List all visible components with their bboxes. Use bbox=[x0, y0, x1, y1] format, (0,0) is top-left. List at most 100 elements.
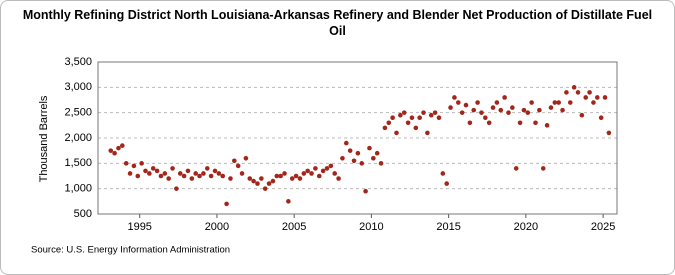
point bbox=[193, 171, 198, 176]
point bbox=[459, 110, 465, 115]
point bbox=[498, 107, 504, 113]
point bbox=[131, 163, 137, 169]
point bbox=[224, 201, 229, 207]
point bbox=[537, 107, 542, 113]
point bbox=[351, 158, 357, 164]
point bbox=[340, 155, 345, 161]
point bbox=[316, 173, 322, 179]
y-tick-label: 1,500 bbox=[64, 157, 92, 169]
point bbox=[282, 171, 287, 176]
point bbox=[259, 176, 264, 181]
point bbox=[154, 168, 160, 174]
point bbox=[525, 110, 531, 115]
point bbox=[394, 130, 399, 136]
point bbox=[143, 168, 148, 174]
point bbox=[228, 176, 233, 181]
point bbox=[235, 163, 241, 169]
point bbox=[463, 102, 469, 108]
point bbox=[177, 171, 183, 176]
x-tick-label: 2025 bbox=[591, 221, 615, 233]
point bbox=[398, 112, 403, 118]
y-tick-label: 3,000 bbox=[64, 81, 92, 93]
point bbox=[374, 150, 380, 156]
point bbox=[452, 95, 457, 100]
point bbox=[556, 100, 561, 105]
point bbox=[305, 168, 310, 174]
point bbox=[120, 143, 125, 148]
point bbox=[367, 145, 372, 151]
point bbox=[162, 171, 168, 176]
point bbox=[355, 150, 361, 156]
point bbox=[262, 186, 268, 191]
point bbox=[606, 130, 612, 136]
x-tick-label: 2000 bbox=[205, 221, 229, 233]
point bbox=[274, 173, 280, 179]
point bbox=[401, 110, 407, 115]
point bbox=[201, 171, 206, 176]
point bbox=[378, 161, 384, 166]
point bbox=[571, 85, 577, 90]
point bbox=[344, 140, 349, 146]
point bbox=[135, 173, 141, 179]
y-axis-label: Thousand Barrels bbox=[38, 95, 50, 182]
point bbox=[174, 186, 179, 191]
point bbox=[533, 120, 538, 126]
point bbox=[432, 110, 438, 115]
point bbox=[371, 155, 376, 161]
point bbox=[147, 171, 152, 176]
point bbox=[208, 173, 214, 179]
point bbox=[347, 148, 353, 153]
point bbox=[591, 100, 596, 105]
point bbox=[548, 105, 554, 110]
point bbox=[204, 166, 210, 171]
point bbox=[320, 168, 326, 174]
source-note: Source: U.S. Energy Information Administ… bbox=[31, 245, 230, 256]
point bbox=[216, 171, 222, 176]
point bbox=[579, 112, 585, 118]
point bbox=[382, 125, 388, 131]
x-tick-label: 2015 bbox=[436, 221, 460, 233]
point bbox=[301, 171, 307, 176]
point bbox=[517, 120, 523, 126]
point bbox=[166, 176, 171, 181]
point bbox=[289, 176, 295, 181]
point bbox=[455, 100, 461, 105]
point bbox=[521, 107, 527, 113]
point bbox=[540, 166, 546, 171]
point bbox=[506, 110, 511, 115]
point bbox=[471, 107, 477, 113]
point bbox=[483, 115, 488, 121]
point bbox=[189, 176, 195, 181]
point bbox=[513, 166, 519, 171]
x-tick-label: 1995 bbox=[127, 221, 151, 233]
point bbox=[598, 115, 604, 121]
point bbox=[529, 100, 534, 105]
point bbox=[185, 168, 191, 174]
point bbox=[127, 171, 133, 176]
point bbox=[602, 95, 608, 100]
point bbox=[405, 120, 411, 126]
point bbox=[212, 168, 218, 174]
point bbox=[502, 95, 507, 100]
y-tick-label: 1,000 bbox=[64, 183, 92, 195]
point bbox=[112, 150, 117, 156]
point bbox=[386, 120, 392, 126]
point bbox=[428, 112, 434, 118]
x-tick-label: 2020 bbox=[514, 221, 538, 233]
point bbox=[123, 161, 129, 166]
point bbox=[197, 173, 202, 179]
point bbox=[575, 90, 581, 95]
point bbox=[475, 100, 480, 105]
point bbox=[243, 155, 249, 161]
point bbox=[444, 181, 450, 186]
point bbox=[564, 90, 569, 95]
point bbox=[270, 178, 276, 184]
point bbox=[255, 181, 260, 186]
point bbox=[595, 95, 600, 100]
x-tick-label: 2005 bbox=[282, 221, 306, 233]
point bbox=[324, 166, 330, 171]
point bbox=[336, 176, 341, 181]
point bbox=[552, 100, 558, 105]
point bbox=[251, 178, 256, 184]
